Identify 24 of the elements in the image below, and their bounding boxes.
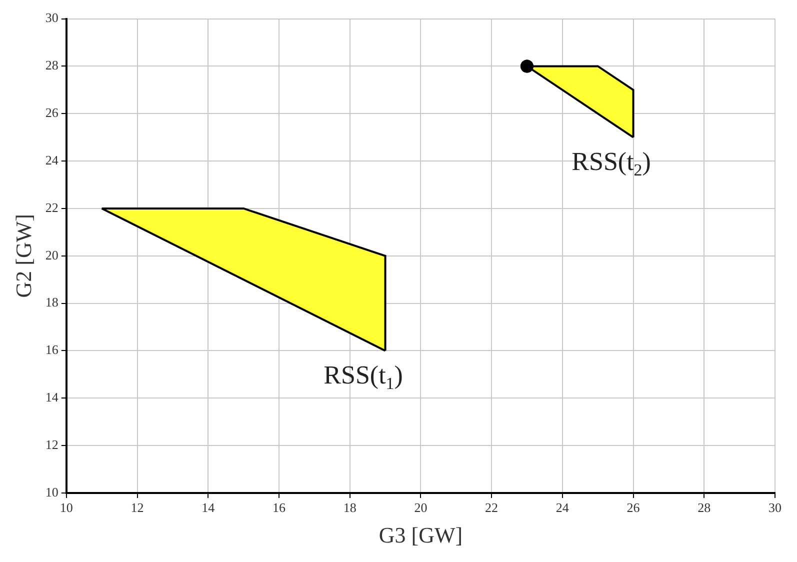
x-tick-label: 14: [202, 500, 216, 516]
y-tick-label: 14: [45, 390, 59, 405]
y-tick-label: 22: [45, 200, 58, 215]
x-tick-label: 10: [60, 500, 73, 516]
x-tick-label: 28: [698, 500, 711, 516]
x-axis-title: G3 [GW]: [378, 522, 463, 548]
x-tick-label: 12: [130, 500, 144, 516]
y-tick-label: 24: [45, 152, 59, 168]
x-tick-label: 26: [626, 500, 640, 516]
x-tick-label: 30: [768, 500, 782, 516]
x-tick-label: 16: [272, 500, 286, 516]
x-tick-label: 18: [343, 500, 356, 516]
y-axis-title: G2 [GW]: [10, 214, 36, 298]
y-tick-label: 12: [45, 437, 58, 452]
y-tick-label: 16: [45, 342, 59, 358]
y-tick-label: 28: [45, 58, 58, 73]
x-tick-label: 20: [414, 500, 428, 516]
y-tick-label: 30: [45, 10, 58, 26]
y-tick-label: 20: [45, 247, 58, 262]
x-tick-label: 24: [556, 500, 570, 516]
y-tick-label: 10: [45, 484, 58, 500]
y-tick-label: 26: [45, 105, 59, 120]
x-tick-label: 22: [485, 500, 498, 516]
y-tick-label: 18: [45, 294, 58, 310]
